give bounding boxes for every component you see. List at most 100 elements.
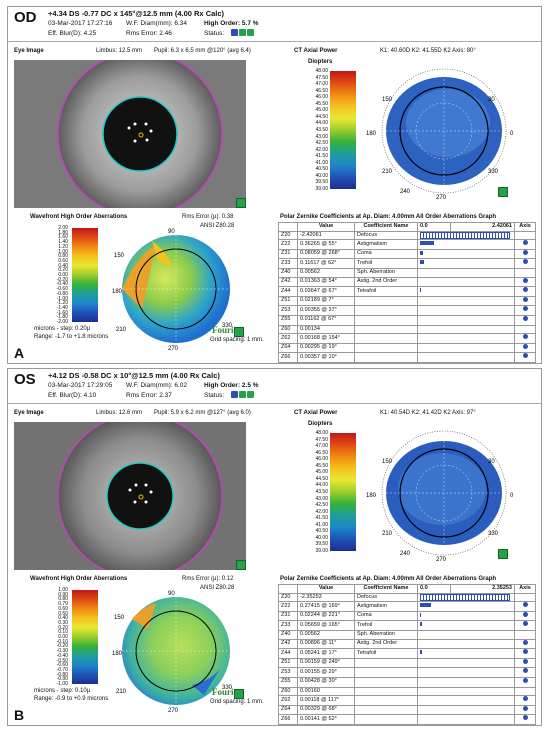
- fourier-icon[interactable]: [234, 689, 244, 699]
- axis-cell: [514, 305, 536, 316]
- high-order: High Order: 5.7 %: [204, 20, 259, 27]
- axis-icon: [522, 602, 528, 608]
- scan-icon[interactable]: [236, 198, 246, 208]
- svg-text:270: 270: [168, 346, 179, 351]
- svg-text:210: 210: [382, 531, 393, 537]
- coefficient-name: [354, 324, 418, 335]
- coefficient-value: 0.05241 @ 17°: [297, 648, 355, 659]
- zernike-index: Z44: [278, 648, 298, 659]
- coefficient-name: [354, 667, 418, 678]
- coefficient-bar-cell: [417, 295, 515, 307]
- scan-icon[interactable]: [236, 560, 246, 570]
- coefficient-value: 0.00118 @ 117°: [297, 695, 355, 706]
- scale-tick-label: -2.00: [56, 319, 68, 325]
- table-header-row: Value Coefficient Name 0.0 2.35253 Axis: [278, 584, 536, 594]
- svg-text:90: 90: [168, 229, 175, 235]
- status-icon: [239, 29, 246, 36]
- column-header: 2.35253: [449, 584, 516, 594]
- coefficient-name: [354, 295, 418, 307]
- axis-icon: [522, 334, 528, 340]
- zernike-index: Z20: [278, 230, 298, 241]
- axis-cell: [514, 239, 536, 250]
- scale-tick-label: 45.50: [315, 462, 328, 469]
- rx-text: +4.34 DS -0.77 DC x 145°@12.5 mm (4.00 R…: [48, 9, 225, 18]
- scale-tick-label: 0.50: [58, 610, 68, 617]
- table-row: Z33 0.11617 @ 62° Trefoil: [278, 258, 536, 269]
- table-row: Z31 0.08059 @ 268° Coma: [278, 248, 536, 260]
- angle-label: 0: [510, 131, 514, 137]
- zernike-title: Polar Zernike Coefficients at Ap. Diam: …: [280, 214, 497, 220]
- svg-text:330: 330: [222, 323, 233, 329]
- table-row: Z42 0.00896 @ 11° Astig. 2nd Order: [278, 638, 536, 650]
- angle-label: 210: [382, 169, 393, 175]
- table-row: Z64 0.00295 @ 19°: [278, 342, 536, 354]
- coefficient-bar: [420, 593, 511, 601]
- scale-tick-label: 39.00: [315, 548, 328, 554]
- coefficient-value: 0.01162 @ 67°: [297, 314, 355, 326]
- coefficient-bar-cell: [417, 695, 515, 706]
- status-icon: [231, 391, 238, 398]
- zernike-index: Z42: [278, 276, 298, 288]
- scale-tick-label: 1.00: [58, 248, 68, 255]
- coefficient-value: 0.08059 @ 268°: [297, 248, 355, 260]
- fourier-icon[interactable]: [234, 327, 244, 337]
- coefficient-name: Trefoil: [354, 258, 418, 269]
- scale-tick-label: -0.60: [56, 662, 68, 669]
- axis-cell: [514, 676, 536, 688]
- coefficient-bar: [420, 603, 432, 608]
- coefficient-value: 0.00155 @ 29°: [297, 667, 355, 678]
- coefficient-name: [354, 676, 418, 688]
- coefficient-bar-cell: [417, 230, 515, 241]
- scale-tick-label: 1.20: [58, 243, 68, 250]
- axis-icon: [522, 259, 528, 265]
- scale-tick-label: 40.50: [315, 528, 328, 535]
- coefficient-bar: [420, 241, 434, 246]
- high-order: High Order: 2.5 %: [204, 382, 259, 389]
- scale-tick-label: 0.80: [58, 596, 68, 603]
- column-header: 2.42061: [449, 222, 516, 232]
- angle-label: 30: [488, 97, 495, 103]
- axis-cell: [514, 324, 536, 335]
- coefficient-value: 0.00562: [297, 629, 355, 640]
- zernike-index: Z62: [278, 333, 298, 344]
- table-row: Z22 0.27415 @ 169° Astigmatism: [278, 601, 536, 612]
- k-values: K1: 40.60D K2: 41.55D K2 Axis: 80°: [380, 48, 476, 54]
- table-row: Z40 0.00562 Sph. Aberration: [278, 629, 536, 640]
- ct-icon[interactable]: [498, 549, 508, 559]
- axis-cell: [514, 648, 536, 659]
- microns-step: microns - step: 0.20µ: [34, 326, 91, 332]
- scale-tick-label: -0.90: [56, 676, 68, 683]
- ct-icon[interactable]: [498, 187, 508, 197]
- axis-cell: [514, 592, 536, 603]
- eff-blur: Eff. Blur(D): 4.10: [48, 392, 97, 399]
- angle-label: 330: [488, 169, 499, 175]
- scale-tick-label: 44.50: [315, 113, 328, 120]
- coefficient-bar-cell: [417, 601, 515, 612]
- table-row: Z51 0.02189 @ 7°: [278, 295, 536, 307]
- svg-text:180: 180: [366, 493, 377, 499]
- scale-tick-label: 40.00: [315, 172, 328, 179]
- svg-text:180: 180: [112, 289, 123, 295]
- zernike-title: Polar Zernike Coefficients at Ap. Diam: …: [280, 576, 497, 582]
- coefficient-name: Sph. Aberration: [354, 629, 418, 640]
- column-header: Axis: [514, 222, 536, 232]
- coefficient-value: 0.01363 @ 54°: [297, 276, 355, 288]
- coefficient-name: Astigmatism: [354, 239, 418, 250]
- axis-cell: [514, 314, 536, 326]
- rms-error: Rms Error: 2.46: [126, 30, 172, 37]
- coefficient-value: 0.00134: [297, 324, 355, 335]
- scale-tick-label: 44.00: [315, 120, 328, 127]
- ansi-label: ANSI Z80.28: [200, 223, 235, 229]
- zernike-index: Z51: [278, 295, 298, 307]
- scale-tick-label: -1.60: [56, 309, 68, 316]
- table-row: Z40 0.00562 Sph. Aberration: [278, 267, 536, 278]
- grid-spacing: Grid spacing: 1 mm.: [210, 699, 264, 705]
- axis-icon: [522, 249, 528, 255]
- scale-tick-label: 41.50: [315, 515, 328, 522]
- scale-tick-label: -1.80: [56, 314, 68, 321]
- eye-image: [14, 422, 246, 570]
- coefficient-name: [354, 314, 418, 326]
- diopters-label: Diopters: [308, 421, 333, 427]
- ct-gradient: [330, 71, 356, 189]
- scale-tick-label: -0.40: [56, 281, 68, 288]
